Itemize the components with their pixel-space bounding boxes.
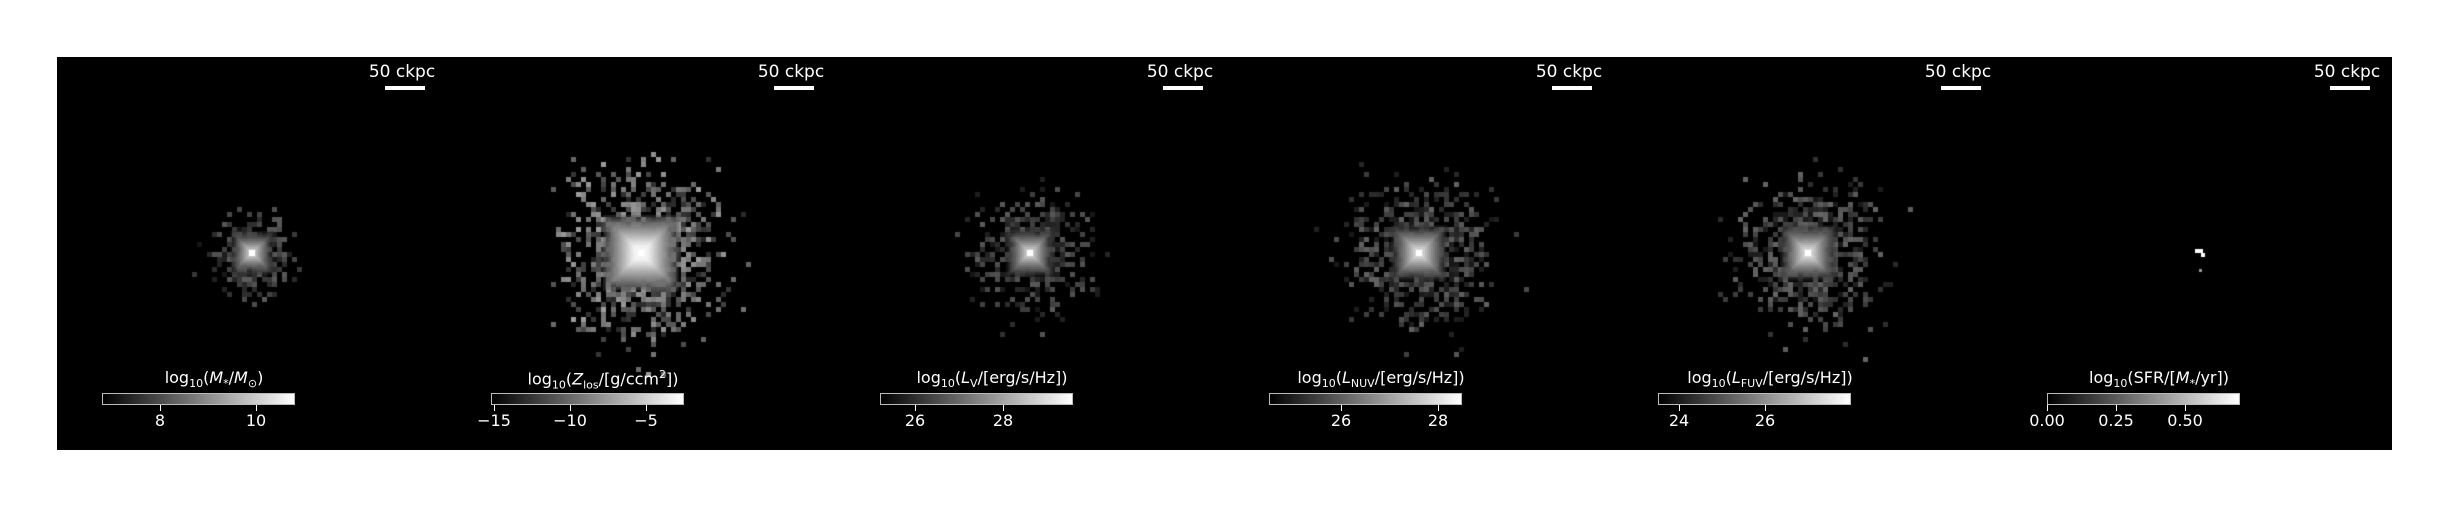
colorbar-tick-label: −5 [634,411,658,430]
colorbar-tick [1679,405,1680,411]
colorbar-tick-label: −10 [553,411,587,430]
scalebar-line [1552,86,1592,90]
scalebar-label: 50 ckpc [1535,62,1603,82]
colorbar-tick-label: 28 [992,411,1014,430]
colorbar [491,393,684,405]
map-image [1613,57,2002,450]
colorbar-label: log10(LNUV/[erg/s/Hz]) [1297,368,1465,391]
colorbar-tick [160,405,161,411]
colorbar-tick-label: 8 [154,411,166,430]
colorbar-tick-label: 0.50 [2167,411,2203,430]
map-image [57,57,446,450]
colorbar [1658,393,1851,405]
scalebar-line [1163,86,1203,90]
map-image [835,57,1224,450]
map-image [1224,57,1613,450]
colorbar-label: log10(Zlos/[g/ccm2]) [527,368,679,392]
colorbar-tick-label: 26 [904,411,926,430]
colorbar [880,393,1073,405]
scalebar-line [385,86,425,90]
colorbar-tick-label: 28 [1427,411,1449,430]
colorbar-label: log10(M*/M⊙) [164,368,264,391]
colorbar [1269,393,1462,405]
scalebar-label: 50 ckpc [1146,62,1214,82]
colorbar-tick [1003,405,1004,411]
map-panel-3: 50 ckpc log10(LV/[erg/s/Hz]) 26 28 [835,57,1224,450]
colorbar-tick [2185,405,2186,411]
scalebar-label: 50 ckpc [1924,62,1992,82]
map-panel-2: 50 ckpc log10(Zlos/[g/ccm2]) −15 −10 −5 [446,57,835,450]
colorbar-tick [570,405,571,411]
colorbar-tick [1765,405,1766,411]
scalebar-label: 50 ckpc [2313,62,2381,82]
colorbar [102,393,295,405]
colorbar-tick [2047,405,2048,411]
map-image [446,57,835,450]
colorbar-tick [2116,405,2117,411]
colorbar-tick-label: 26 [1330,411,1352,430]
map-image [2002,57,2391,450]
scalebar-line [774,86,814,90]
scalebar-line [2330,86,2370,90]
colorbar-tick [256,405,257,411]
colorbar-tick [1341,405,1342,411]
colorbar-tick-label: 24 [1668,411,1690,430]
scalebar-line [1941,86,1981,90]
colorbar-tick [646,405,647,411]
colorbar-tick-label: 0.25 [2098,411,2134,430]
colorbar [2047,393,2240,405]
image-strip: 50 ckpc log10(M*/M⊙) 8 10 50 ckpc log10(Zlos/… [57,57,2392,450]
colorbar-label: log10(SFR/[M*/yr]) [2089,368,2229,391]
map-panel-6: 50 ckpc log10(SFR/[M*/yr]) 0.00 0.25 0.50 [2002,57,2391,450]
colorbar-tick [915,405,916,411]
colorbar-tick-label: 0.00 [2029,411,2065,430]
map-panel-4: 50 ckpc log10(LNUV/[erg/s/Hz]) 26 28 [1224,57,1613,450]
scalebar-label: 50 ckpc [368,62,436,82]
colorbar-label: log10(LFUV/[erg/s/Hz]) [1687,368,1853,391]
colorbar-tick-label: 10 [245,411,267,430]
colorbar-label: log10(LV/[erg/s/Hz]) [916,368,1068,391]
colorbar-tick [1438,405,1439,411]
scalebar-label: 50 ckpc [757,62,825,82]
colorbar-tick-label: 26 [1754,411,1776,430]
map-panel-1: 50 ckpc log10(M*/M⊙) 8 10 [57,57,446,450]
colorbar-tick [494,405,495,411]
colorbar-tick-label: −15 [477,411,511,430]
map-panel-5: 50 ckpc log10(LFUV/[erg/s/Hz]) 24 26 [1613,57,2002,450]
